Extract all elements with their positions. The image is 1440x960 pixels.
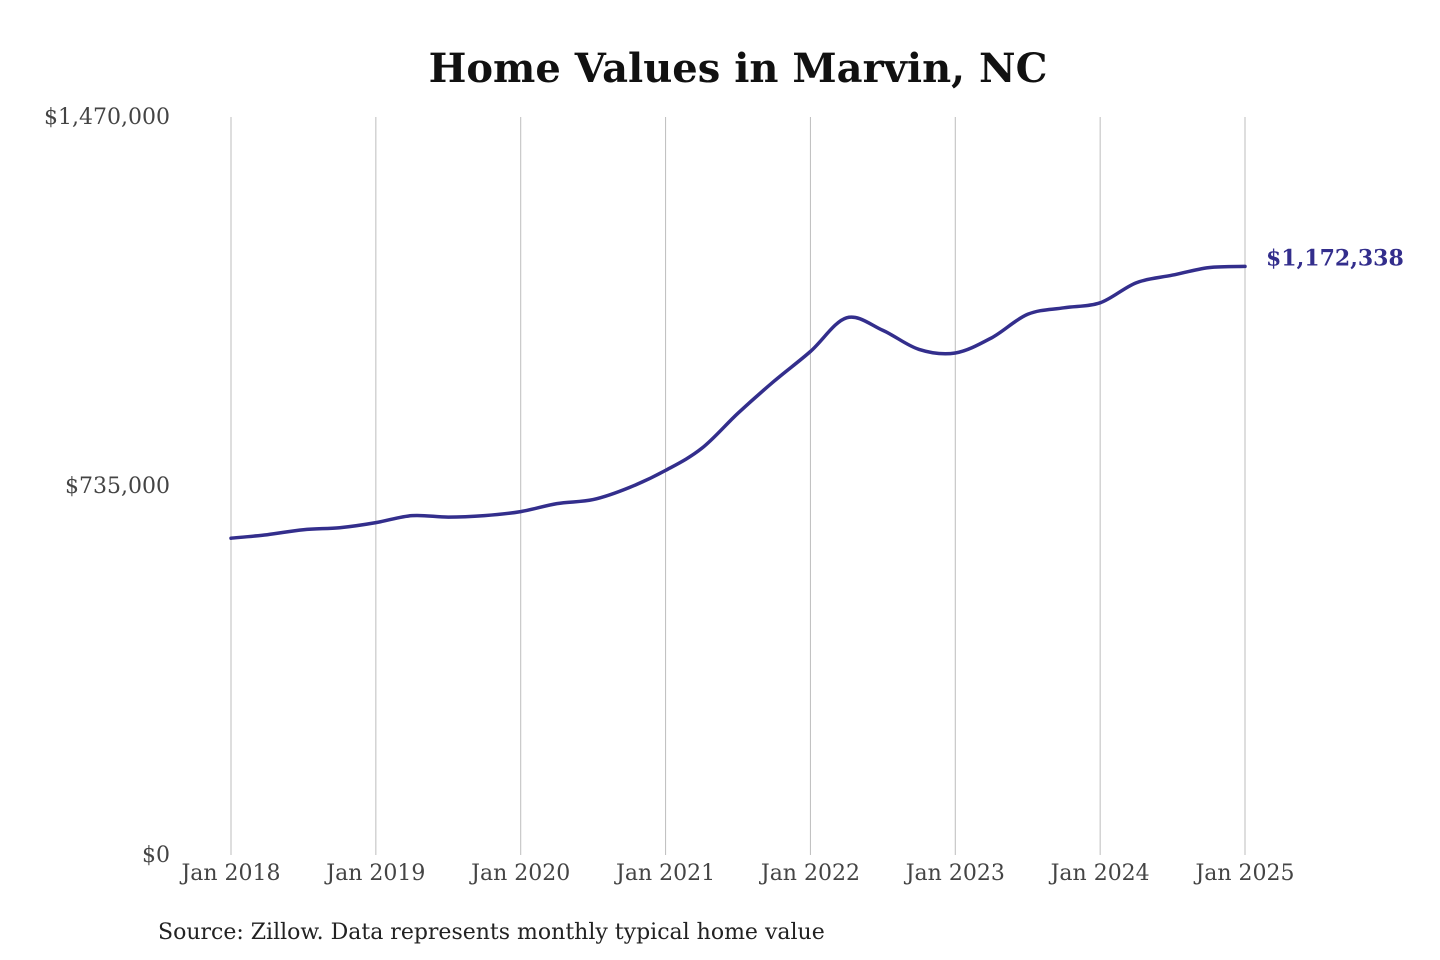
y-axis-ticks: $0 $735,000 $1,470,000 [44, 105, 170, 868]
x-axis-ticks: Jan 2018 Jan 2019 Jan 2020 Jan 2021 Jan 2022… [179, 861, 1294, 886]
y-tick-label: $735,000 [65, 474, 170, 499]
end-value-label: $1,172,338 [1266, 245, 1404, 271]
x-tick-label: Jan 2023 [904, 861, 1005, 886]
x-tick-label: Jan 2025 [1193, 861, 1294, 886]
y-tick-label: $0 [142, 843, 170, 868]
series-line-home-value [229, 264, 1247, 540]
x-tick-label: Jan 2024 [1049, 861, 1150, 886]
x-tick-label: Jan 2018 [179, 861, 280, 886]
x-tick-label: Jan 2022 [759, 861, 860, 886]
y-tick-label: $1,470,000 [44, 105, 170, 130]
x-tick-label: Jan 2019 [324, 861, 425, 886]
chart-title: Home Values in Marvin, NC [429, 45, 1048, 92]
x-tick-label: Jan 2020 [469, 861, 570, 886]
gridlines [230, 117, 1246, 855]
x-tick-label: Jan 2021 [614, 861, 715, 886]
source-note: Source: Zillow. Data represents monthly … [158, 920, 825, 945]
